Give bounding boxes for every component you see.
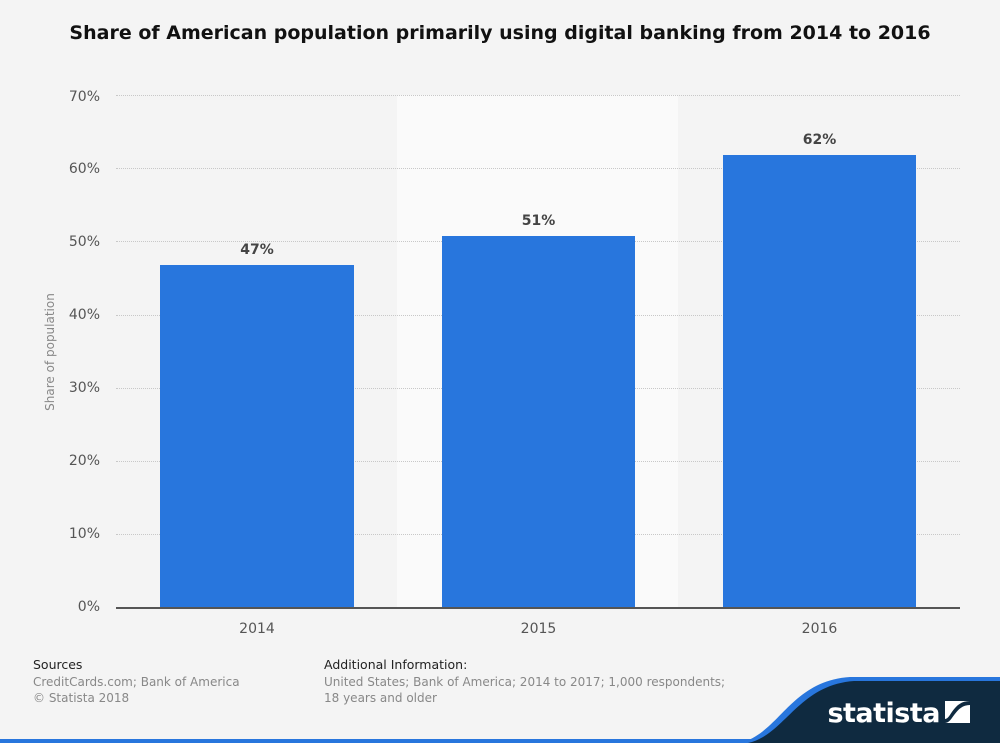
statista-logo-text: statista xyxy=(827,698,940,729)
bar-2016[interactable] xyxy=(723,155,916,608)
y-tick-50: 50% xyxy=(68,234,100,250)
statista-logo-area[interactable]: statista xyxy=(740,673,1000,743)
y-tick-60: 60% xyxy=(68,161,100,177)
bar-2015[interactable] xyxy=(442,236,635,608)
gridline-70 xyxy=(116,95,960,96)
bar-value-label-2014: 47% xyxy=(240,242,274,258)
additional-info-heading: Additional Information: xyxy=(324,657,468,672)
y-tick-30: 30% xyxy=(68,380,100,396)
x-tick-2016: 2016 xyxy=(801,621,838,637)
bar-value-label-2015: 51% xyxy=(521,213,556,229)
additional-info-text: United States; Bank of America; 2014 to … xyxy=(324,675,726,689)
y-tick-40: 40% xyxy=(68,307,100,323)
additional-info-text-2: 18 years and older xyxy=(324,691,437,705)
x-tick-2015: 2015 xyxy=(520,621,557,637)
y-tick-20: 20% xyxy=(68,453,100,469)
y-tick-70: 70% xyxy=(68,89,100,105)
copyright-text: © Statista 2018 xyxy=(33,691,130,705)
logo-swoosh-icon xyxy=(740,677,1000,743)
sources-text: CreditCards.com; Bank of America xyxy=(33,675,240,689)
y-tick-0: 0% xyxy=(77,599,100,615)
statista-logo-mark-icon xyxy=(945,701,970,723)
bottom-stripe xyxy=(0,739,1000,743)
chart-title: Share of American population primarily u… xyxy=(69,22,931,44)
y-tick-10: 10% xyxy=(68,526,100,542)
x-tick-2014: 2014 xyxy=(239,621,275,637)
gridline-60 xyxy=(116,168,960,169)
x-axis-line xyxy=(116,607,960,609)
bar-2014[interactable] xyxy=(160,265,354,608)
sources-heading: Sources xyxy=(33,657,83,672)
bar-value-label-2016: 62% xyxy=(802,132,837,148)
